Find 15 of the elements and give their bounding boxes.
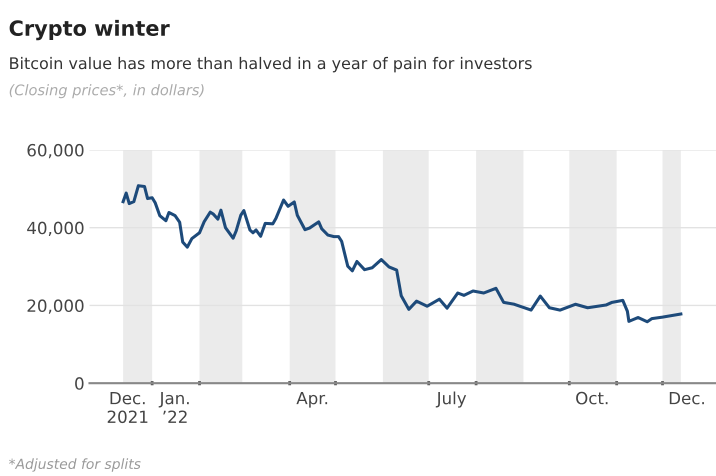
chart-title: Crypto winter [10, 20, 170, 40]
x-tick-label: Dec. [670, 392, 704, 404]
chart-subtitle: Bitcoin value has more than halved in a year of pain for investors [10, 56, 532, 72]
y-tick-label: 20,000 [28, 299, 84, 314]
y-tick-label: 0 [75, 377, 84, 390]
x-tick-label: Dec. 2021 [108, 392, 148, 424]
x-tick-label: Apr. [296, 392, 328, 408]
y-tick-label: 60,000 [27, 144, 84, 158]
text: (Closing prices*, in dollars) [10, 84, 204, 98]
line-series [122, 184, 682, 324]
x-tick-label: July [436, 392, 466, 408]
y-tick-label: 40,000 [27, 222, 84, 236]
text: *Adjusted for splits [9, 458, 141, 472]
x-tick-label: Jan. ’22 [158, 392, 189, 423]
x-tick-label: Oct. [576, 392, 608, 404]
